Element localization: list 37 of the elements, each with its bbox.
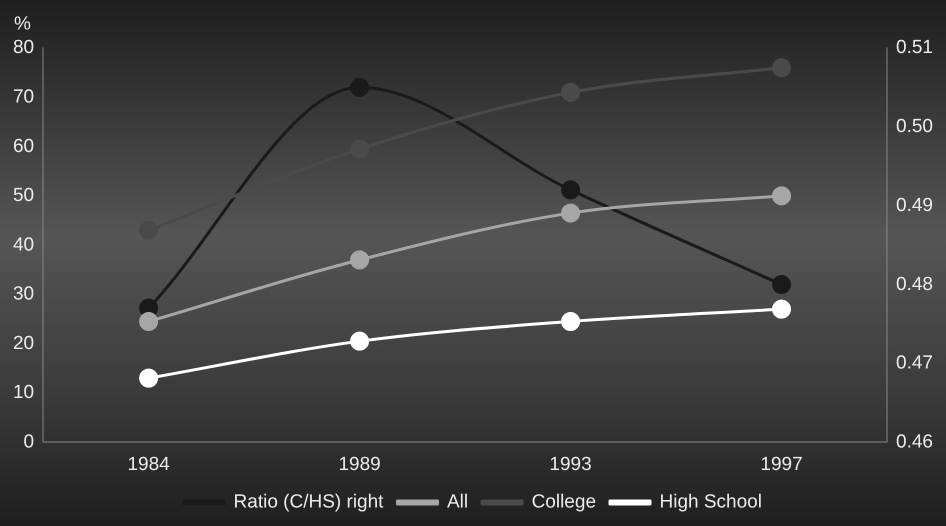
point [139, 312, 158, 331]
y-tick-label: 20 [12, 332, 34, 354]
point [350, 332, 370, 351]
x-tick-label: 1984 [127, 454, 170, 475]
point [772, 300, 792, 319]
legend-label: All [446, 492, 468, 513]
x-tick-label: 1989 [338, 454, 381, 475]
point [561, 180, 580, 200]
legend-label: Ratio (C/HS) right [234, 492, 384, 513]
y-tick-label: 70 [12, 86, 34, 108]
x-tick-label: 1997 [760, 454, 803, 475]
y2-tick-label: 0.50 [896, 116, 934, 138]
y-tick-label: 10 [12, 382, 34, 404]
point [561, 82, 580, 102]
y2-tick-label: 0.51 [896, 37, 934, 58]
y-tick-label: 0 [24, 431, 34, 452]
x-tick-label: 1993 [549, 454, 592, 475]
y2-tick-label: 0.46 [896, 431, 934, 452]
y-tick-label: 60 [12, 136, 34, 157]
point [139, 368, 158, 388]
y2-tick-label: 0.47 [896, 352, 934, 374]
point [350, 78, 370, 97]
y-tick-label: 40 [12, 234, 34, 256]
legend-label: High School [660, 492, 762, 513]
legend-label: College [532, 492, 596, 513]
point [772, 186, 792, 206]
y2-tick-label: 0.49 [896, 194, 934, 216]
y-axis-title: % [14, 14, 31, 35]
point [772, 58, 792, 78]
point [561, 312, 580, 331]
point [772, 275, 792, 294]
y-tick-label: 80 [12, 37, 34, 58]
y-tick-label: 50 [12, 185, 34, 206]
y2-tick-label: 0.48 [896, 274, 934, 295]
point [350, 250, 370, 270]
y-tick-label: 30 [12, 284, 34, 305]
point [561, 204, 580, 223]
